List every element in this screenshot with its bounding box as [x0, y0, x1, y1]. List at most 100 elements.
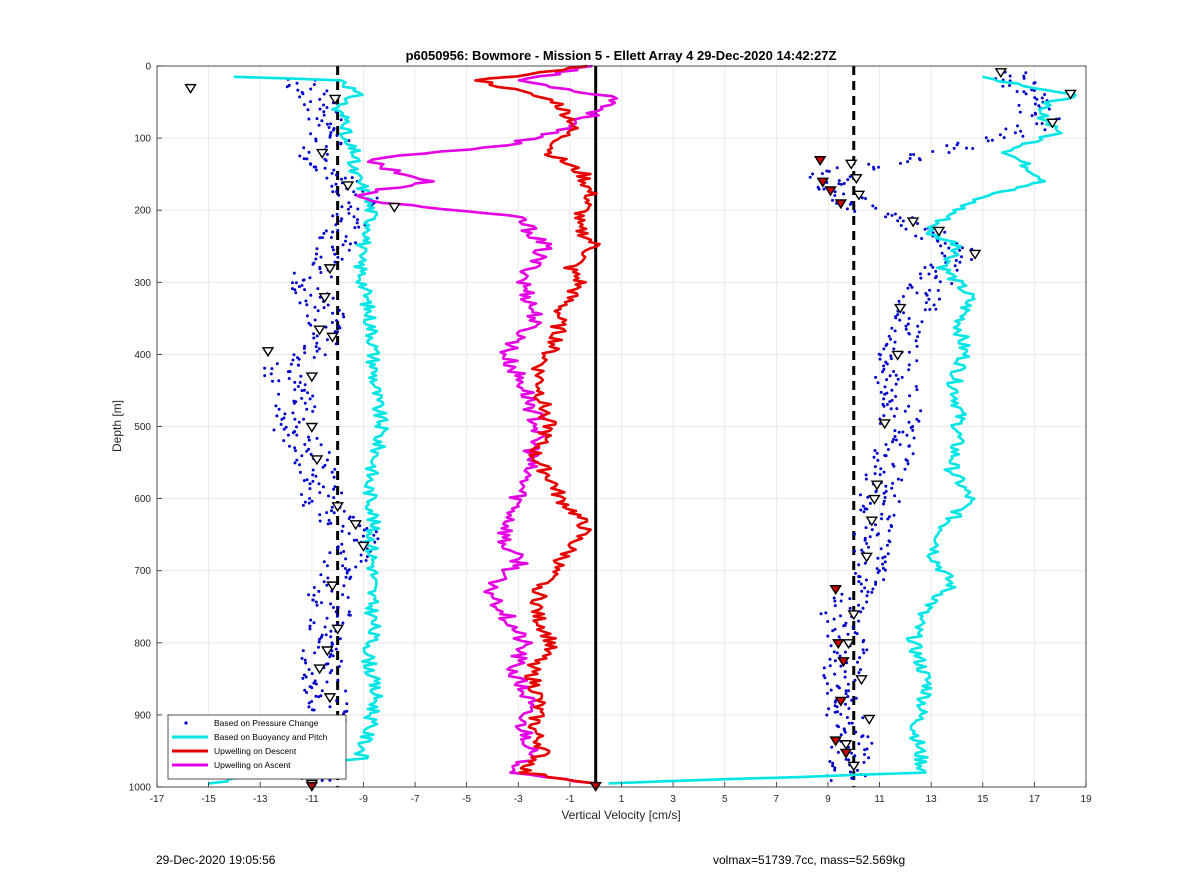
pressure-change-point [353, 226, 357, 230]
pressure-change-point [906, 322, 910, 326]
pressure-change-point [891, 440, 894, 444]
waypoint-triangle-marker [847, 761, 861, 772]
pressure-change-point [907, 368, 911, 372]
pressure-change-point [934, 274, 938, 278]
pressure-change-point [283, 412, 287, 416]
pressure-change-point [883, 568, 887, 572]
pressure-change-point [320, 689, 324, 693]
pressure-change-point [924, 301, 928, 305]
pressure-change-point [302, 417, 306, 421]
legend-label-upwelling-descent: Upwelling on Descent [214, 746, 297, 756]
pressure-change-point [302, 388, 306, 392]
pressure-change-point [312, 586, 316, 589]
pressure-change-point [305, 449, 309, 453]
pressure-change-point [312, 708, 316, 712]
pressure-change-point [275, 362, 279, 366]
pressure-change-point [291, 358, 295, 362]
pressure-change-point [307, 501, 311, 505]
pressure-change-point [322, 560, 326, 564]
pressure-change-point [318, 519, 322, 523]
pressure-change-point [970, 258, 973, 261]
pressure-change-point [886, 552, 890, 556]
y-tick-label: 0 [145, 62, 151, 73]
pressure-change-point [934, 269, 938, 273]
pressure-change-point [882, 491, 886, 495]
pressure-change-point [340, 491, 344, 495]
waypoint-triangle-marker [932, 226, 946, 237]
pressure-change-point [1022, 76, 1026, 80]
pressure-change-point [305, 691, 309, 694]
pressure-change-point [907, 444, 911, 448]
pressure-change-point [811, 172, 815, 176]
pressure-change-point [858, 575, 862, 579]
waypoint-triangle-marker [860, 552, 873, 563]
waypoint-triangle-marker [318, 293, 331, 304]
pressure-change-point [876, 556, 880, 560]
pressure-change-point [837, 725, 840, 729]
pressure-change-point [892, 347, 896, 351]
pressure-change-point [831, 764, 835, 768]
x-tick-label: -9 [359, 794, 368, 805]
pressure-change-point [846, 178, 850, 182]
pressure-change-point [883, 392, 887, 396]
pressure-change-point [307, 435, 310, 439]
pressure-change-point [309, 323, 313, 327]
pressure-change-point [857, 619, 861, 623]
pressure-change-point [1040, 122, 1044, 125]
pressure-change-point [301, 649, 305, 653]
x-tick-label: 3 [670, 794, 676, 805]
pressure-change-point [329, 122, 333, 126]
pressure-change-point [312, 336, 316, 340]
pressure-change-point [297, 357, 301, 361]
pressure-change-point [844, 689, 848, 693]
pressure-change-point [332, 496, 336, 500]
pressure-change-point [936, 239, 940, 243]
waypoint-triangle-marker [315, 148, 329, 159]
pressure-change-point [862, 510, 866, 514]
pressure-change-point [1017, 103, 1021, 107]
x-tick-label: 17 [1029, 794, 1041, 805]
pressure-change-point [863, 586, 867, 590]
pressure-change-point [319, 573, 323, 577]
x-tick-label: 13 [926, 794, 938, 805]
pressure-change-point [918, 272, 922, 276]
pressure-change-point [298, 154, 302, 158]
pressure-change-point [940, 251, 944, 255]
pressure-change-point [903, 467, 907, 471]
pressure-change-point [331, 606, 335, 609]
pressure-change-point [886, 517, 890, 521]
pressure-change-point [299, 374, 303, 378]
pressure-change-point [317, 589, 321, 593]
pressure-change-point [314, 139, 318, 143]
pressure-change-point [998, 133, 1002, 137]
pressure-change-point [309, 452, 313, 456]
pressure-change-point [829, 644, 833, 648]
pressure-change-point [337, 665, 341, 668]
waypoint-markers [184, 68, 1077, 790]
pressure-change-point [312, 165, 316, 169]
pressure-change-point [849, 770, 852, 774]
y-tick-label: 800 [134, 638, 151, 649]
pressure-change-point [907, 404, 911, 408]
pressure-change-point [332, 511, 336, 515]
pressure-change-point [359, 559, 363, 563]
pressure-change-point [330, 184, 334, 188]
pressure-change-point [857, 580, 861, 584]
pressure-change-point [893, 435, 897, 438]
pressure-change-point [322, 580, 326, 584]
pressure-change-point [836, 750, 840, 754]
pressure-change-point [1034, 112, 1037, 116]
pressure-change-point [294, 291, 298, 295]
red-triangle-marker [837, 657, 850, 668]
pressure-change-point [372, 533, 376, 537]
pressure-change-point [326, 303, 330, 307]
pressure-change-point [857, 742, 861, 746]
pressure-change-point [840, 182, 843, 186]
pressure-change-point [908, 394, 912, 398]
pressure-change-point [826, 620, 830, 623]
x-tick-label: -11 [305, 794, 319, 805]
pressure-change-point [300, 389, 304, 393]
pressure-change-point [293, 446, 297, 450]
pressure-change-point [877, 165, 880, 169]
